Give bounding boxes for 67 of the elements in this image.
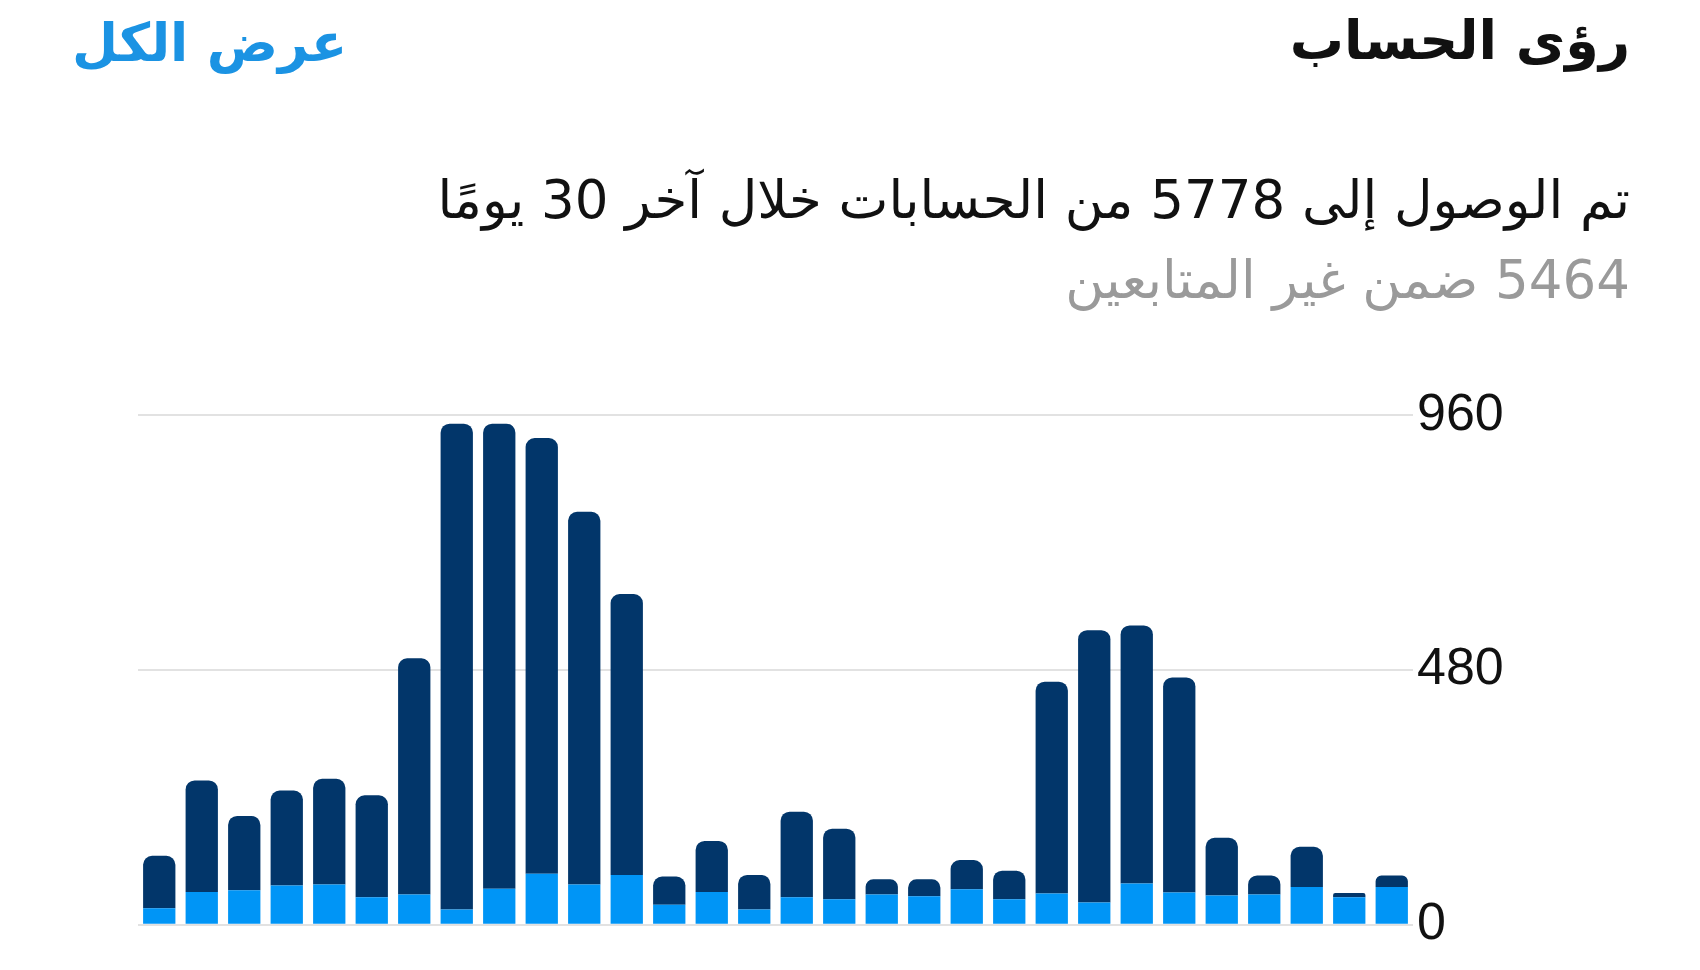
bar — [1078, 630, 1111, 903]
bar — [440, 423, 473, 910]
bar — [525, 438, 558, 874]
bar — [695, 891, 728, 924]
bar — [1375, 875, 1408, 888]
bar — [143, 908, 176, 924]
bar — [1035, 893, 1068, 924]
chart-subtitle: تم الوصول إلى 5778 من الحسابات خلال آخر 30 يومًا — [437, 168, 1630, 232]
bar — [1163, 677, 1196, 893]
text: 5464 ضمن غير المتابعين — [1065, 248, 1630, 312]
bar — [483, 423, 516, 889]
bar — [313, 884, 346, 924]
bar — [313, 778, 346, 885]
bar — [355, 795, 388, 898]
bar — [653, 876, 686, 905]
bar — [270, 790, 303, 886]
y-tick-label: 0 — [1417, 892, 1446, 951]
bar — [185, 780, 218, 892]
bar — [228, 815, 261, 891]
bar — [1290, 846, 1323, 888]
bar — [865, 879, 898, 895]
bar — [653, 904, 686, 924]
bar — [483, 888, 516, 924]
bar — [1163, 892, 1196, 924]
bar — [1078, 902, 1111, 924]
bar — [950, 889, 983, 924]
bar — [738, 874, 771, 910]
bar — [1205, 895, 1238, 924]
bar — [908, 879, 941, 897]
bar — [185, 891, 218, 924]
bar — [823, 899, 856, 924]
y-tick-label: 480 — [1417, 637, 1504, 696]
bar — [1333, 892, 1366, 898]
bar — [143, 855, 176, 909]
bar — [1035, 681, 1068, 894]
bar — [1290, 887, 1323, 924]
bar — [610, 594, 643, 875]
bar — [610, 874, 643, 924]
bar — [440, 909, 473, 924]
bar — [398, 658, 431, 895]
bar — [568, 511, 601, 885]
bar — [525, 873, 558, 924]
bar — [1248, 894, 1281, 924]
bar — [228, 890, 261, 924]
bar — [1248, 875, 1281, 895]
bar — [865, 894, 898, 924]
bar — [823, 828, 856, 900]
bar — [270, 885, 303, 924]
bar — [1120, 625, 1153, 884]
bar — [780, 897, 813, 924]
text: عرض الكل — [72, 11, 348, 76]
bar — [993, 899, 1026, 924]
bar — [355, 897, 388, 924]
bar — [780, 811, 813, 898]
y-tick-label: 960 — [1417, 382, 1504, 441]
chart-title: رؤى الحساب — [1289, 8, 1630, 74]
bar — [1205, 837, 1238, 896]
bar — [1333, 897, 1366, 924]
bar — [950, 860, 983, 890]
bar — [695, 840, 728, 892]
bar — [908, 896, 941, 924]
bar — [1375, 887, 1408, 924]
bar — [398, 894, 431, 924]
bar — [738, 909, 771, 924]
bar — [1120, 883, 1153, 924]
bar — [993, 870, 1026, 900]
bar — [568, 884, 601, 924]
